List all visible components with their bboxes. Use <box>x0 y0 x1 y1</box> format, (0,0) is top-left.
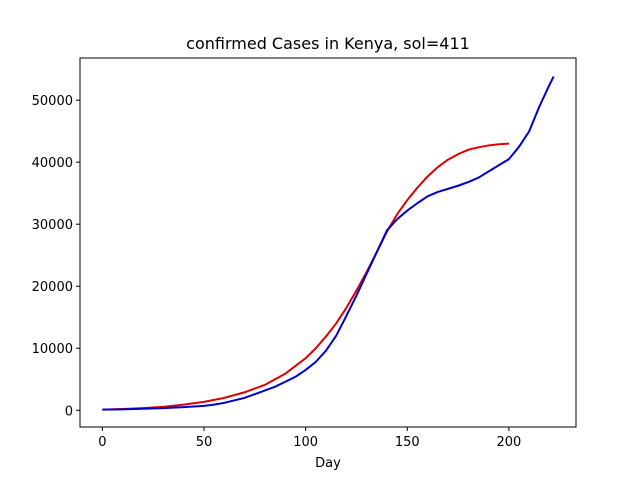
x-tick-label: 150 <box>395 435 420 450</box>
series-line-1 <box>102 142 509 411</box>
plot-lines <box>102 76 555 411</box>
x-axis-label: Day <box>315 456 341 471</box>
y-tick-label: 50000 <box>32 94 73 109</box>
x-tick-label: 0 <box>98 435 106 450</box>
y-tick-label: 20000 <box>32 280 73 295</box>
chart-title: confirmed Cases in Kenya, sol=411 <box>186 34 470 53</box>
x-tick-label: 200 <box>497 435 522 450</box>
axis-ticks: 0 50 100 150 200 0 10000 20000 30000 40000 50000 <box>32 94 522 450</box>
series-line-0 <box>102 76 555 411</box>
y-tick-label: 10000 <box>32 342 73 357</box>
y-tick-label: 30000 <box>32 218 73 233</box>
x-tick-label: 100 <box>293 435 318 450</box>
y-tick-label: 0 <box>65 404 73 419</box>
plot-frame <box>79 57 577 428</box>
x-tick-label: 50 <box>196 435 213 450</box>
y-tick-label: 40000 <box>32 156 73 171</box>
